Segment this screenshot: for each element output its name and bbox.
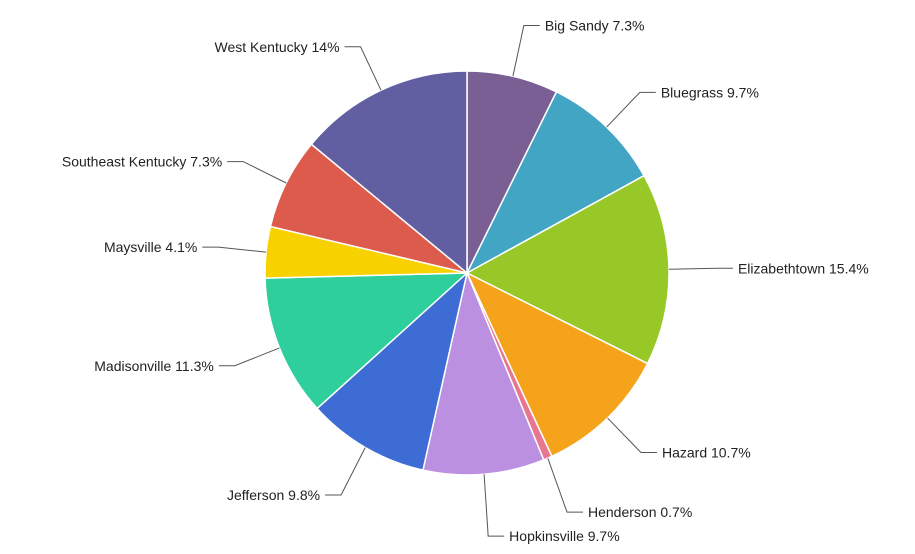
slice-label-hopkinsville: Hopkinsville 9.7% (509, 528, 620, 544)
slice-label-west-kentucky: West Kentucky 14% (215, 39, 340, 55)
leader-line-jefferson (325, 447, 366, 496)
leader-line-hazard (607, 417, 657, 454)
slice-label-hazard: Hazard 10.7% (662, 445, 751, 461)
labels-layer: Big Sandy 7.3% Bluegrass 9.7% Elizabethtow… (62, 18, 869, 545)
pie-slice-madisonville (264, 272, 470, 410)
slice-label-elizabethtown: Elizabethtown 15.4% (738, 260, 869, 276)
slice-label-southeast-kentucky: Southeast Kentucky 7.3% (62, 154, 222, 170)
slice-label-madisonville: Madisonville 11.3% (94, 358, 214, 374)
leader-line-bluegrass (606, 91, 656, 128)
slice-label-jefferson: Jefferson 9.8% (227, 487, 320, 503)
slice-label-henderson: Henderson 0.7% (588, 504, 692, 520)
pie-slice-elizabethtown (465, 174, 670, 365)
slice-label-big-sandy: Big Sandy 7.3% (545, 18, 645, 34)
leader-line-hopkinsville (483, 474, 505, 537)
pie-slice-west-kentucky (310, 70, 468, 275)
leader-line-maysville (202, 246, 267, 253)
slices-layer (264, 70, 670, 476)
leader-line-west-kentucky (344, 46, 382, 91)
leader-line-elizabethtown (668, 267, 733, 270)
leader-lines-layer (202, 25, 733, 537)
leader-line-madisonville (218, 347, 280, 367)
leader-line-big-sandy (512, 25, 540, 77)
leader-line-henderson (547, 457, 584, 513)
pie-slice-hopkinsville (422, 270, 545, 476)
pie-slice-jefferson (316, 270, 469, 472)
leader-line-southeast-kentucky (227, 161, 287, 184)
pie-slice-bluegrass (465, 90, 646, 275)
slice-label-maysville: Maysville 4.1% (104, 239, 197, 255)
slice-label-bluegrass: Bluegrass 9.7% (661, 84, 759, 100)
